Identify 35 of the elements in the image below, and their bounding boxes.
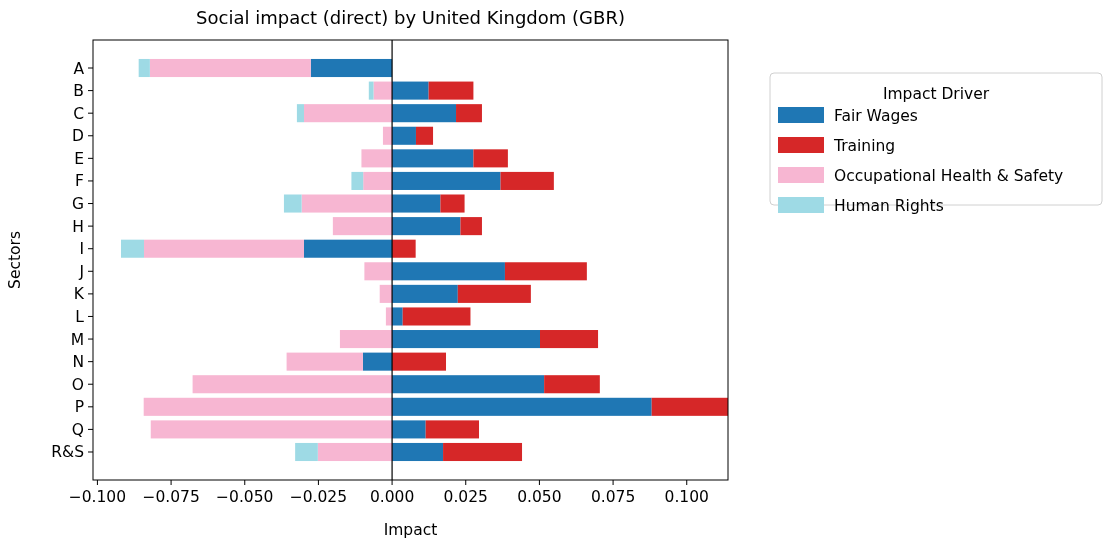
x-tick-label: 0.100	[664, 488, 709, 506]
legend-title: Impact Driver	[882, 85, 990, 103]
x-tick-label: −0.075	[142, 488, 200, 506]
y-tick-label: Q	[71, 420, 84, 439]
y-axis-title: Sectors	[6, 231, 24, 289]
y-tick-label: I	[79, 240, 84, 259]
y-tick-label: O	[71, 375, 84, 394]
y-tick-label: K	[73, 285, 85, 304]
legend-label: Fair Wages	[834, 106, 918, 125]
legend-label: Human Rights	[834, 196, 944, 215]
y-tick-label: P	[74, 398, 84, 417]
x-tick-label: 0.000	[369, 488, 415, 506]
x-tick-label: −0.100	[68, 488, 127, 506]
y-tick-label: L	[75, 307, 85, 326]
legend-label: Training	[833, 136, 896, 155]
chart-title: Social impact (direct) by United Kingdom (GBR)	[196, 7, 625, 28]
x-axis-title: Impact	[383, 521, 438, 539]
y-tick-label: A	[73, 59, 85, 78]
x-tick-label: 0.050	[517, 488, 562, 506]
y-tick-label: C	[73, 104, 84, 123]
y-tick-label: H	[72, 217, 84, 236]
y-tick-label: E	[74, 149, 84, 168]
y-tick-label: B	[73, 82, 84, 101]
x-tick-label: −0.050	[216, 488, 274, 506]
y-tick-label: J	[78, 262, 84, 281]
x-tick-label: 0.025	[443, 488, 488, 506]
y-tick-label: G	[71, 195, 84, 214]
legend-label: Occupational Health & Safety	[834, 166, 1064, 185]
x-tick-label: 0.075	[590, 488, 636, 506]
y-tick-label: N	[72, 353, 84, 372]
y-tick-label: R&S	[51, 443, 84, 462]
x-tick-label: −0.025	[289, 488, 348, 506]
y-tick-label: F	[75, 172, 85, 191]
y-tick-label: M	[70, 330, 84, 349]
y-tick-label: D	[72, 127, 85, 146]
